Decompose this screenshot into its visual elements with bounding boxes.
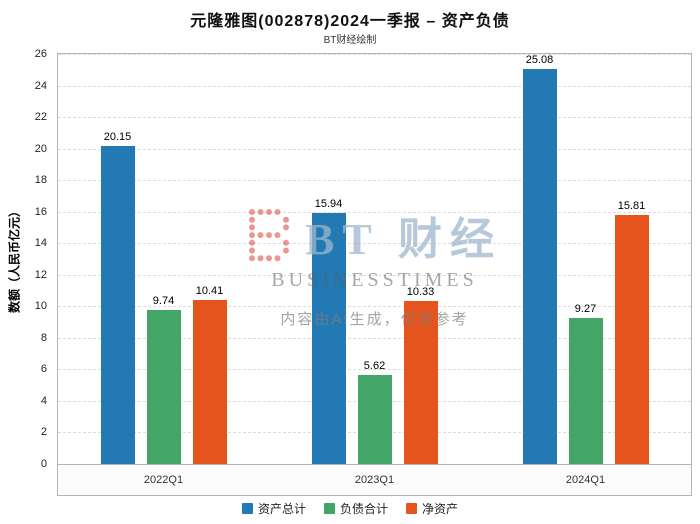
gridline <box>58 148 691 150</box>
gridline <box>58 337 691 339</box>
gridline <box>58 117 691 119</box>
bar-资产总计-2024Q1 <box>522 68 557 464</box>
y-axis-tick-label: 6 <box>40 363 47 376</box>
y-axis: 0 2 4 6 8 10 12 14 16 18 20 22 24 26 <box>0 48 54 470</box>
bar-净资产-2023Q1 <box>403 301 438 464</box>
x-axis-category-label: 2023Q1 <box>354 474 395 486</box>
bar-value-label: 9.74 <box>152 295 175 308</box>
bar-负债合计-2022Q1 <box>146 310 181 464</box>
y-axis-tick-label: 20 <box>34 142 47 155</box>
chart-subtitle: BT财经绘制 <box>323 35 377 46</box>
legend-item: 资产总计 <box>241 500 306 517</box>
bar-资产总计-2022Q1 <box>100 146 135 464</box>
gridline <box>58 85 691 87</box>
legend-label: 负债合计 <box>339 502 388 516</box>
y-axis-tick-label: 10 <box>34 300 47 313</box>
gridline <box>58 211 691 213</box>
x-axis-category-label: 2024Q1 <box>565 474 606 486</box>
legend-label: 净资产 <box>422 502 459 516</box>
gridline <box>58 180 691 182</box>
gridline <box>58 369 691 371</box>
bar-净资产-2024Q1 <box>614 214 649 464</box>
bar-资产总计-2023Q1 <box>311 212 346 464</box>
legend-label: 资产总计 <box>257 502 306 516</box>
chart-title: 元隆雅图(002878)2024一季报 – 资产负债 <box>190 13 510 30</box>
gridline <box>58 54 691 55</box>
bar-value-label: 15.94 <box>314 197 343 210</box>
x-axis: 2022Q1 2023Q1 2024Q1 <box>57 465 692 496</box>
y-axis-tick-label: 22 <box>34 111 47 124</box>
plot-area: 20.15 9.74 10.41 15.94 5.62 10.33 25.08 9.27 15.… <box>57 53 692 465</box>
bar-value-label: 9.27 <box>574 302 597 315</box>
y-axis-tick-label: 18 <box>34 174 47 187</box>
y-axis-tick-label: 26 <box>34 48 47 60</box>
legend-swatch <box>323 503 335 514</box>
bar-value-label: 25.08 <box>525 53 554 66</box>
bar-value-label: 20.15 <box>103 131 132 144</box>
y-axis-tick-label: 2 <box>40 426 47 439</box>
legend-swatch <box>241 503 253 514</box>
y-axis-tick-label: 14 <box>34 237 47 250</box>
y-axis-tick-label: 4 <box>40 394 47 407</box>
legend-item: 净资产 <box>406 500 458 517</box>
y-axis-tick-label: 8 <box>40 331 47 344</box>
legend: 资产总计 负债合计 净资产 <box>0 500 700 517</box>
gridline <box>58 306 691 308</box>
bar-净资产-2022Q1 <box>192 299 227 464</box>
bar-value-label: 10.33 <box>406 286 435 299</box>
bar-负债合计-2024Q1 <box>568 317 603 464</box>
bar-value-label: 10.41 <box>195 284 224 297</box>
y-axis-tick-label: 0 <box>40 458 47 470</box>
x-axis-category-label: 2022Q1 <box>143 474 184 486</box>
y-axis-tick-label: 16 <box>34 205 47 218</box>
bar-负债合计-2023Q1 <box>357 375 392 464</box>
y-axis-tick-label: 12 <box>34 268 47 281</box>
legend-item: 负债合计 <box>323 500 388 517</box>
gridline <box>58 243 691 245</box>
bar-value-label: 5.62 <box>363 360 386 373</box>
y-axis-tick-label: 24 <box>34 79 47 92</box>
bar-value-label: 15.81 <box>617 199 646 212</box>
gridline <box>58 274 691 276</box>
legend-swatch <box>406 503 417 514</box>
